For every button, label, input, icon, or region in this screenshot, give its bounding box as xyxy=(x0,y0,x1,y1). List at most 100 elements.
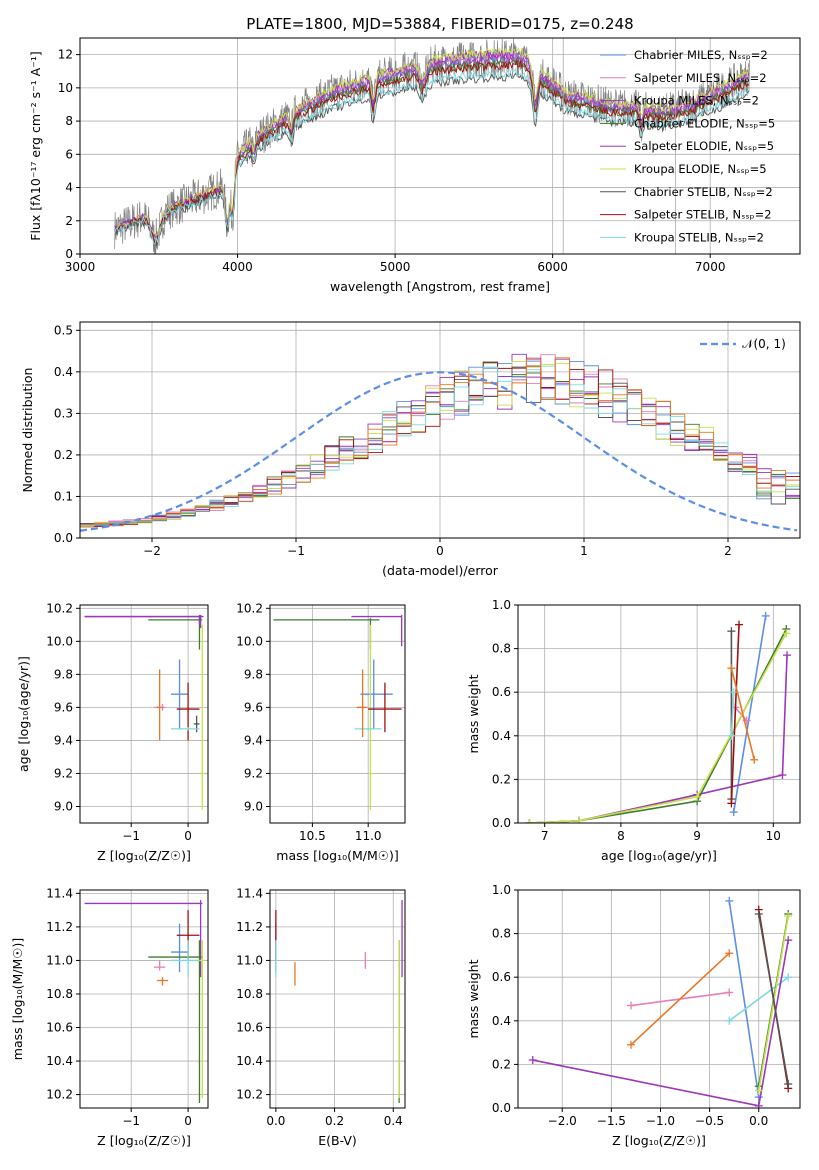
y-tick-label: 4 xyxy=(65,181,73,195)
y-tick-label: 11.4 xyxy=(236,886,263,900)
x-tick-label: −2.0 xyxy=(548,1114,577,1128)
y-tick-label: 10.0 xyxy=(46,634,73,648)
histogram-orange xyxy=(80,357,800,538)
y-axis-label: mass weight xyxy=(466,674,481,753)
weight-line-kroupa_stelib xyxy=(728,976,789,1022)
legend-label: Salpeter MILES, Nₛₛₚ=2 xyxy=(634,71,767,85)
y-tick-label: 2 xyxy=(65,214,73,228)
y-axis-label: mass weight xyxy=(466,959,481,1038)
y-tick-label: 12 xyxy=(58,48,73,62)
x-tick-label: 3000 xyxy=(65,260,96,274)
y-axis-label: mass [log₁₀(M/M☉)] xyxy=(10,938,25,1060)
y-tick-label: 0 xyxy=(65,247,73,261)
y-tick-label: 0.3 xyxy=(54,406,73,420)
y-tick-label: 0.0 xyxy=(492,816,511,830)
plot-area xyxy=(84,614,206,810)
y-tick-label: 11.4 xyxy=(46,886,73,900)
model-spectrum-chabrier_stelib xyxy=(114,71,750,247)
x-tick-label: 2 xyxy=(724,544,732,558)
x-tick-label: 6000 xyxy=(537,260,568,274)
axes-frame xyxy=(79,37,801,255)
y-tick-label: 10.2 xyxy=(46,601,73,615)
x-axis-label: Z [log₁₀(Z/Z☉)] xyxy=(612,1133,706,1148)
legend-label: Kroupa MILES, Nₛₛₚ=2 xyxy=(634,94,759,108)
x-tick-label: 0.4 xyxy=(384,1114,403,1128)
y-tick-label: 0.4 xyxy=(492,729,511,743)
gaussian-curve xyxy=(80,371,798,532)
x-tick-label: 5000 xyxy=(380,260,411,274)
y-tick-label: 6 xyxy=(65,147,73,161)
plot-area xyxy=(528,896,793,1108)
axes-frame xyxy=(269,889,406,1109)
x-tick-label: −1.5 xyxy=(597,1114,626,1128)
x-tick-label: −1 xyxy=(122,829,140,843)
x-axis-label: mass [log₁₀(M/M☉)] xyxy=(276,848,398,863)
figure-title: PLATE=1800, MJD=53884, FIBERID=0175, z=0… xyxy=(246,15,633,33)
y-tick-label: 11.0 xyxy=(236,953,263,967)
x-tick-label: 7000 xyxy=(695,260,726,274)
x-tick-label: −1 xyxy=(287,544,305,558)
y-tick-label: 0.4 xyxy=(492,1014,511,1028)
axes-frame xyxy=(79,889,209,1109)
axes-weight_vs_age: 7 8 9 10 0.0 0.2 0.4 0.6 0.8 1.0 age [log₁₀(age/yr… xyxy=(466,598,801,863)
legend-label: Chabrier ELODIE, Nₛₛₚ=5 xyxy=(634,116,775,130)
y-tick-label: 10.2 xyxy=(236,601,263,615)
y-tick-label: 0.4 xyxy=(54,365,73,379)
weight-line-kroupa_elodie xyxy=(529,632,787,823)
plot-area xyxy=(273,614,403,810)
weight-line-orange xyxy=(630,952,730,1046)
y-axis-label: Flux [fλ10⁻¹⁷ erg cm⁻² s⁻¹ A⁻¹] xyxy=(28,51,43,240)
spectrum-legend: Chabrier MILES, Nₛₛₚ=2 Salpeter MILES, Nₛ… xyxy=(600,48,775,244)
x-tick-label: 0 xyxy=(184,1114,192,1128)
axes-mass_vs_ebv: 0.0 0.2 0.4 10.2 10.4 10.6 10.8 11.0 11.2 11.4 E(B… xyxy=(236,886,406,1148)
axes-weight_vs_Z: −2.0 −1.5 −1.0 −0.5 0.0 0.0 0.2 0.4 0.6 0.8 1.0 Z [… xyxy=(466,883,801,1148)
legend-label: Kroupa ELODIE, Nₛₛₚ=5 xyxy=(634,162,767,176)
y-tick-label: 10 xyxy=(58,81,73,95)
y-tick-label: 9.0 xyxy=(54,799,73,813)
y-tick-label: 9.2 xyxy=(244,766,263,780)
axes-age_vs_Z: −1 0 9.0 9.2 9.4 9.6 9.8 10.0 10.2 Z [log₁₀(Z/Z☉)… xyxy=(16,601,209,863)
x-tick-label: −0.5 xyxy=(695,1114,724,1128)
x-tick-label: −1.0 xyxy=(646,1114,675,1128)
weight-line-orange xyxy=(730,668,756,760)
weight-line-chabrier_stelib xyxy=(757,913,789,1085)
y-tick-label: 9.2 xyxy=(54,766,73,780)
residual-legend: 𝒩(0, 1) xyxy=(700,337,786,351)
plot-area xyxy=(80,353,800,538)
x-tick-label: 1 xyxy=(580,544,588,558)
y-tick-label: 10.2 xyxy=(236,1088,263,1102)
y-tick-label: 1.0 xyxy=(492,598,511,612)
y-axis-label: age [log₁₀(age/yr)] xyxy=(16,656,31,772)
legend-label: Chabrier MILES, Nₛₛₚ=2 xyxy=(634,48,768,62)
weight-line-kroupa_stelib xyxy=(730,692,735,736)
x-tick-label: 0.0 xyxy=(266,1114,285,1128)
x-tick-label: 8 xyxy=(617,829,625,843)
axes-age_vs_mass: 10.5 11.0 9.0 9.2 9.4 9.6 9.8 10.0 10.2 mass [log… xyxy=(236,601,406,863)
y-tick-label: 10.2 xyxy=(46,1088,73,1102)
x-tick-label: 10 xyxy=(766,829,781,843)
y-tick-label: 0.8 xyxy=(492,642,511,656)
y-tick-label: 9.4 xyxy=(54,733,73,747)
plot-area xyxy=(275,900,403,1103)
y-tick-label: 9.6 xyxy=(244,700,263,714)
y-tick-label: 10.6 xyxy=(46,1021,73,1035)
y-tick-label: 9.8 xyxy=(244,667,263,681)
y-tick-label: 0.2 xyxy=(54,448,73,462)
plot-area xyxy=(525,611,792,823)
y-tick-label: 0.2 xyxy=(492,1057,511,1071)
y-tick-label: 10.6 xyxy=(236,1021,263,1035)
model-spectrum-kroupa_elodie xyxy=(114,47,750,239)
y-tick-label: 0.8 xyxy=(492,927,511,941)
model-spectrum-chabrier_elodie xyxy=(114,57,749,244)
y-tick-label: 0.6 xyxy=(492,685,511,699)
x-axis-label: (data-model)/error xyxy=(382,563,499,578)
y-tick-label: 9.0 xyxy=(244,799,263,813)
y-tick-label: 0.1 xyxy=(54,489,73,503)
legend-label: Salpeter ELODIE, Nₛₛₚ=5 xyxy=(634,139,774,153)
axes-frame xyxy=(269,604,406,824)
axes-frame xyxy=(517,889,801,1109)
axes-frame xyxy=(517,604,801,824)
y-tick-label: 9.6 xyxy=(54,700,73,714)
x-tick-label: 11.0 xyxy=(355,829,382,843)
axes-frame xyxy=(79,604,209,824)
